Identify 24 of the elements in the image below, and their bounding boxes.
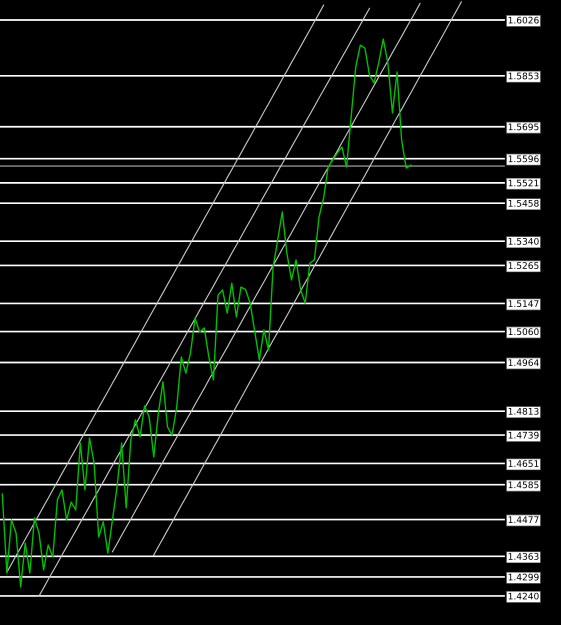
y-tick-label: 1.4240 [508,592,539,600]
y-tick-label: 1.5265 [508,262,538,269]
y-tick-label: 1.4813 [508,408,539,415]
y-tick-label: 1.5147 [508,300,538,308]
y-tick-label: 1.5060 [508,328,539,336]
y-tick-label: 1.4299 [508,574,539,581]
y-tick-label: 1.4363 [508,553,539,560]
line-series [2,38,412,588]
y-tick-label: 1.5521 [508,180,538,186]
line-series [38,8,370,597]
y-tick-label: 1.5853 [508,72,539,80]
line-series [112,2,421,552]
line-series [6,4,324,573]
y-tick-label: 1.6026 [508,16,539,24]
y-tick-label: 1.4739 [508,432,539,439]
line-series [153,1,462,556]
y-tick-label: 1.5695 [508,123,538,130]
y-tick-label: 1.4651 [508,460,538,467]
y-tick-label: 1.5458 [508,200,539,207]
y-tick-label: 1.5596 [508,155,539,162]
y-tick-label: 1.4585 [508,481,538,488]
y-tick-label: 1.5340 [508,238,539,245]
y-tick-label: 1.4964 [508,359,539,366]
y-tick-label: 1.4477 [508,516,538,523]
